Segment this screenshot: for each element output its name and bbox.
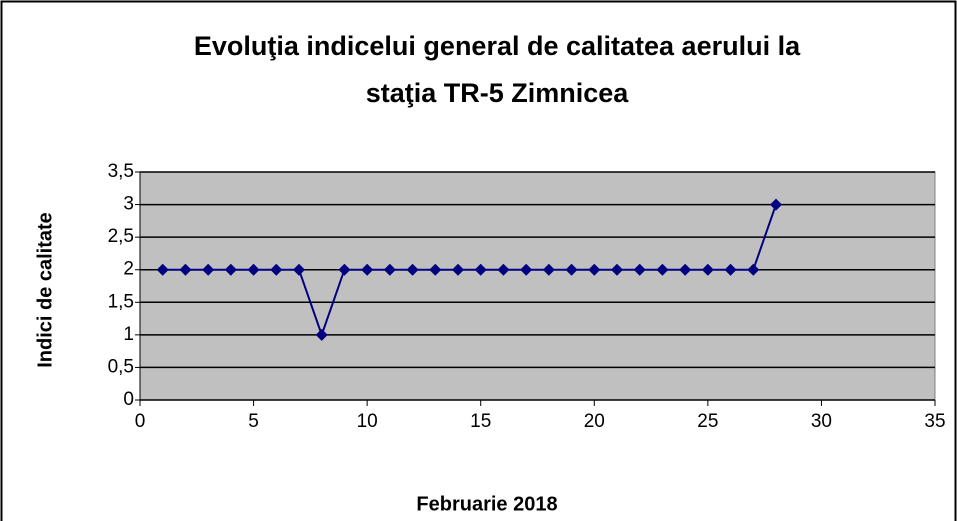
data-point	[361, 263, 374, 276]
y-tick-label: 0	[123, 389, 134, 410]
x-tick-label: 35	[924, 411, 945, 432]
x-tick-label: 30	[811, 411, 832, 432]
data-point	[588, 263, 601, 276]
data-point	[770, 198, 782, 211]
x-tick-label: 10	[357, 411, 378, 432]
y-tick-label: 2,5	[108, 226, 134, 247]
y-tick-label: 2	[123, 259, 134, 280]
data-point	[156, 263, 169, 276]
data-point	[179, 263, 192, 276]
data-point	[452, 263, 464, 276]
plot-area	[139, 171, 936, 401]
data-point	[224, 263, 237, 276]
y-tick-label: 1,5	[108, 291, 134, 312]
x-tick-label: 20	[584, 411, 605, 432]
data-point	[565, 263, 578, 276]
y-tick-label: 0,5	[108, 356, 134, 377]
data-point	[520, 263, 533, 276]
data-point	[611, 263, 623, 276]
data-point	[474, 263, 487, 276]
data-point	[429, 263, 442, 276]
x-tick-label: 15	[470, 411, 491, 432]
data-point	[701, 263, 714, 276]
x-tick-label: 0	[135, 411, 146, 432]
data-point	[293, 263, 305, 276]
x-tick-label: 25	[697, 411, 718, 432]
data-point	[406, 263, 419, 276]
x-tick-label: 5	[248, 411, 259, 432]
data-point	[633, 263, 646, 276]
y-axis-label: Indici de calitate	[34, 212, 56, 368]
data-point	[315, 328, 328, 341]
data-point	[497, 263, 510, 276]
chart-title: Evoluţia indicelui general de calitatea …	[194, 31, 801, 61]
x-axis-label: Februarie 2018	[416, 493, 557, 515]
data-point	[724, 263, 737, 276]
y-tick-label: 3,5	[108, 161, 134, 182]
data-point	[338, 263, 351, 276]
y-tick-label: 3	[123, 194, 134, 215]
data-point	[383, 263, 396, 276]
data-point	[542, 263, 555, 276]
data-point	[679, 263, 692, 276]
data-line	[162, 204, 777, 338]
data-point	[202, 263, 215, 276]
chart-title: staţia TR-5 Zimnicea	[366, 78, 630, 108]
y-tick-label: 1	[123, 324, 134, 345]
data-point	[656, 263, 669, 276]
data-point	[747, 263, 760, 276]
data-point	[247, 263, 260, 276]
data-point	[270, 263, 283, 276]
